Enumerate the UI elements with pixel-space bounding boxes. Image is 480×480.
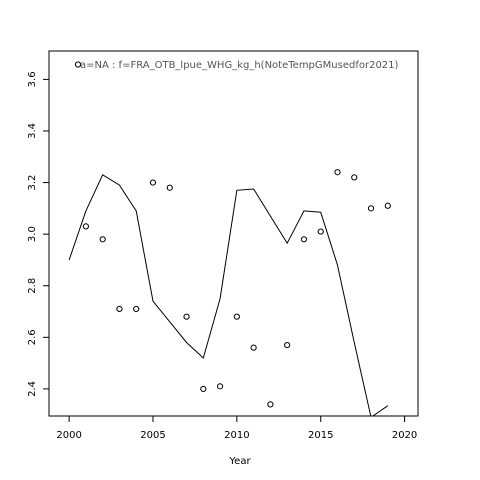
data-point <box>267 401 274 408</box>
annotation-point-marker <box>74 61 82 68</box>
y-tick-label: 3.0 <box>27 226 38 242</box>
x-tick-label: 2005 <box>140 430 165 441</box>
plot-frame <box>48 50 419 417</box>
x-axis-title: Year <box>228 456 251 467</box>
series-layer <box>68 61 391 416</box>
data-point <box>183 313 190 320</box>
x-tick-label: 2010 <box>224 430 249 441</box>
data-point <box>334 169 341 176</box>
data-point <box>116 305 123 313</box>
data-point <box>300 236 308 243</box>
x-tick-label: 2020 <box>392 430 417 441</box>
data-point <box>317 228 324 235</box>
y-tick-label: 3.2 <box>27 175 38 191</box>
data-point <box>216 383 224 390</box>
data-point <box>233 313 240 320</box>
data-point <box>284 341 291 349</box>
x-axis: 2000 2005 2010 2015 2020 <box>56 416 417 441</box>
data-point <box>82 223 90 230</box>
data-point <box>149 179 157 186</box>
data-point <box>384 202 391 209</box>
y-axis: 2.4 2.6 2.8 3.0 3.2 3.4 3.6 <box>27 71 49 397</box>
y-tick-label: 2.8 <box>27 278 38 294</box>
data-point <box>351 174 358 181</box>
data-point <box>166 184 173 191</box>
data-point <box>200 385 207 393</box>
x-tick-label: 2000 <box>56 430 81 441</box>
y-tick-label: 2.4 <box>27 381 38 397</box>
data-point <box>133 305 140 313</box>
series-annotation: a=NA : f=FRA_OTB_lpue_WHG_kg_h(NoteTempG… <box>80 60 399 71</box>
data-point <box>250 344 257 351</box>
y-tick-label: 3.4 <box>27 123 38 139</box>
series-line-fit <box>68 174 389 416</box>
data-point <box>367 205 375 212</box>
y-tick-label: 2.6 <box>27 329 38 345</box>
x-tick-label: 2015 <box>308 430 333 441</box>
data-point <box>99 236 106 243</box>
y-tick-label: 3.6 <box>27 71 38 87</box>
